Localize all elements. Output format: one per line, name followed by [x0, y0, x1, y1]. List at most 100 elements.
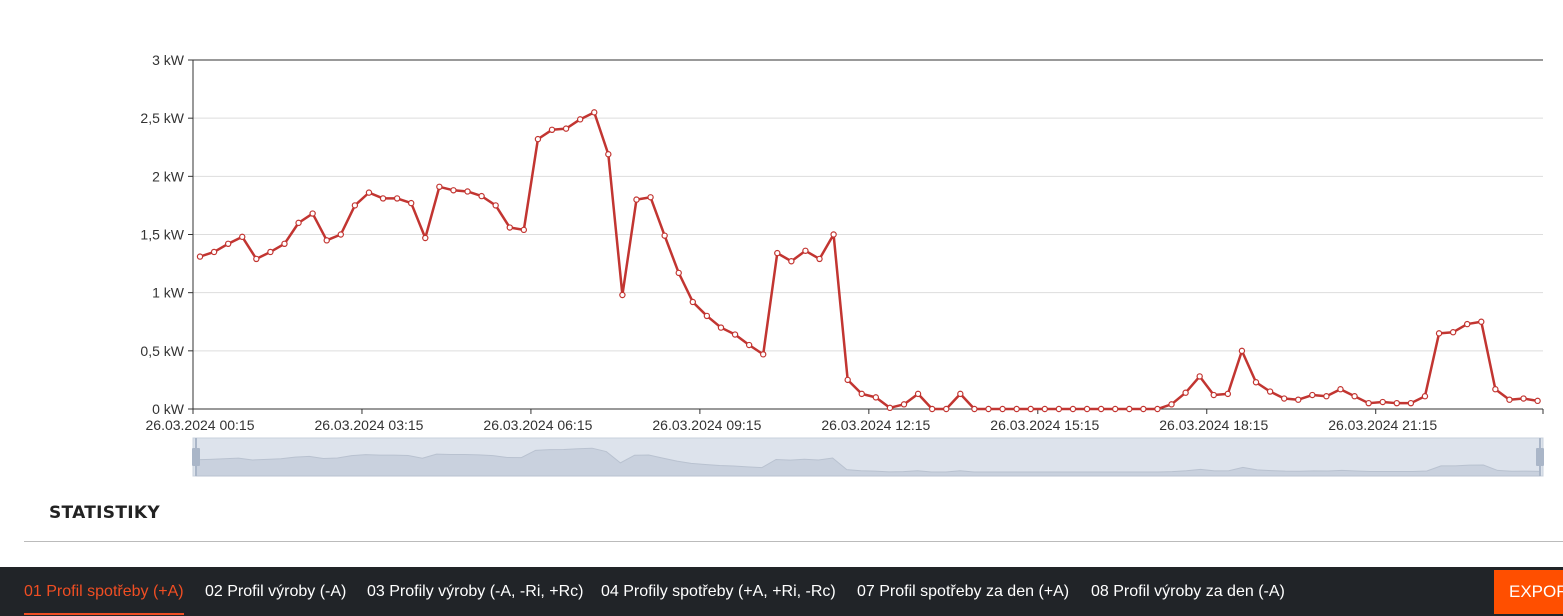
data-point: [1154, 405, 1161, 413]
data-point: [1365, 399, 1372, 407]
slider-handle[interactable]: [192, 448, 200, 466]
data-point: [1435, 330, 1443, 337]
y-tick-label: 1,5 kW: [140, 227, 184, 243]
data-point: [562, 125, 570, 132]
data-point: [281, 240, 288, 248]
x-tick-label: 26.03.2024 09:15: [652, 417, 761, 433]
data-point: [886, 404, 894, 412]
data-point: [210, 248, 218, 256]
tab-profil-vyroby-za-den[interactable]: 08 Profil výroby za den (-A): [1091, 583, 1285, 600]
data-point: [1393, 399, 1401, 407]
consumption-chart: 0 kW 0,5 kW 1 kW 1,5 kW 2 kW 2,5 kW 3 kW 26.03.…: [140, 52, 1544, 477]
data-point: [534, 135, 542, 143]
y-tick-label: 2,5 kW: [140, 110, 184, 126]
data-point: [450, 187, 457, 194]
data-point: [1055, 405, 1063, 413]
data-point: [1224, 390, 1232, 398]
data-point: [379, 195, 387, 202]
data-point: [253, 255, 260, 263]
y-tick-label: 2 kW: [152, 168, 185, 184]
data-point: [1126, 405, 1133, 413]
data-point: [239, 233, 246, 241]
data-point: [985, 405, 992, 413]
y-tick-label: 0,5 kW: [140, 343, 184, 359]
data-point: [1280, 395, 1288, 402]
data-point: [971, 405, 978, 413]
data-point: [1520, 395, 1527, 402]
data-point: [492, 202, 499, 209]
data-point: [1463, 320, 1471, 328]
data-point: [1182, 389, 1189, 396]
data-point: [731, 331, 739, 338]
data-point: [844, 376, 851, 384]
data-point: [506, 224, 513, 231]
data-point: [1168, 401, 1175, 408]
data-point: [224, 240, 232, 248]
data-point: [745, 341, 753, 349]
data-point: [619, 291, 626, 299]
data-point: [647, 194, 654, 201]
x-tick-label: 26.03.2024 00:15: [146, 417, 255, 433]
data-point: [591, 109, 598, 116]
tab-profil-spotreby[interactable]: 01 Profil spotřeby (+A): [24, 567, 184, 616]
divider: [24, 541, 1563, 542]
data-point: [1492, 386, 1499, 393]
data-point: [1111, 405, 1119, 413]
data-point: [365, 189, 373, 196]
data-point: [1013, 405, 1020, 413]
x-tick-label: 26.03.2024 21:15: [1328, 417, 1437, 433]
y-tick-label: 1 kW: [152, 285, 185, 301]
data-point: [1309, 391, 1316, 399]
data-point: [1379, 398, 1386, 406]
data-point: [1238, 347, 1246, 355]
data-point: [393, 195, 401, 202]
data-point: [436, 183, 443, 191]
data-point: [1252, 379, 1260, 386]
data-point: [1210, 391, 1217, 399]
data-point: [605, 151, 612, 158]
data-point: [816, 255, 823, 263]
data-point: [1351, 393, 1358, 400]
data-point: [1534, 397, 1541, 405]
slider-preview-area: [195, 447, 1541, 477]
data-point: [548, 126, 556, 134]
statistics-heading: STATISTIKY: [49, 503, 160, 523]
data-point: [1295, 396, 1302, 403]
data-point: [788, 258, 795, 265]
slider-handle[interactable]: [1536, 448, 1544, 466]
tab-profily-spotreby[interactable]: 04 Profily spotřeby (+A, +Ri, -Rc): [601, 583, 836, 600]
data-point: [295, 219, 302, 227]
x-tick-label: 26.03.2024 18:15: [1159, 417, 1268, 433]
data-point: [408, 199, 415, 207]
data-point: [337, 231, 344, 238]
data-point: [900, 401, 908, 408]
bottom-tab-bar: 01 Profil spotřeby (+A) 02 Profil výroby…: [0, 567, 1563, 616]
data-point: [1027, 405, 1034, 413]
data-point: [1337, 386, 1344, 393]
data-point: [928, 405, 936, 413]
data-point: [703, 312, 711, 320]
data-point: [1407, 399, 1415, 407]
data-point: [267, 248, 274, 256]
data-point: [1478, 318, 1485, 325]
tab-profil-spotreby-za-den[interactable]: 07 Profil spotřeby za den (+A): [857, 583, 1070, 600]
data-point: [520, 226, 528, 234]
data-point: [1069, 405, 1077, 413]
tab-profil-vyroby[interactable]: 02 Profil výroby (-A): [205, 583, 347, 600]
tab-profily-vyroby[interactable]: 03 Profily výroby (-A, -Ri, +Rc): [367, 583, 584, 600]
data-point: [1323, 393, 1330, 400]
data-point: [914, 390, 922, 398]
x-tick-label: 26.03.2024 12:15: [821, 417, 930, 433]
data-point: [1041, 405, 1049, 413]
data-point: [196, 253, 204, 260]
data-point: [661, 232, 668, 239]
data-point: [1083, 405, 1091, 413]
data-point: [675, 269, 682, 277]
data-point: [830, 231, 837, 238]
x-tick-label: 26.03.2024 15:15: [990, 417, 1099, 433]
data-point: [943, 405, 950, 413]
x-tick-label: 26.03.2024 03:15: [314, 417, 423, 433]
export-button[interactable]: EXPORT: [1494, 570, 1563, 614]
data-point: [872, 394, 880, 401]
data-point: [1506, 396, 1513, 403]
